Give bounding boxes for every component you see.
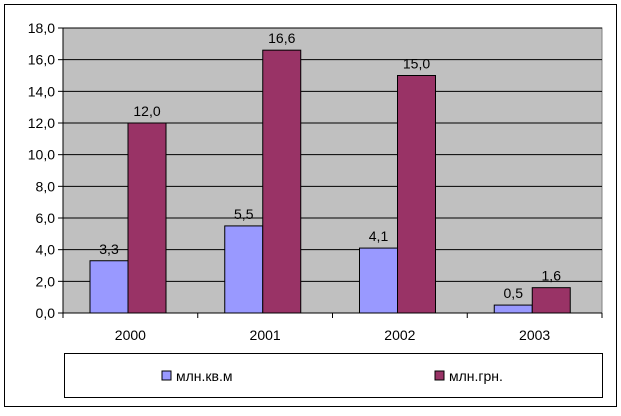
legend-label: млн.грн. (449, 368, 503, 384)
bar-data-label: 16,6 (268, 30, 295, 46)
legend-swatch (434, 370, 445, 381)
x-tick-label: 2002 (384, 327, 415, 343)
bar-data-label: 3,3 (99, 241, 119, 257)
bar-data-label: 15,0 (403, 56, 430, 72)
x-tick-label: 2001 (250, 327, 281, 343)
x-tick-label: 2003 (519, 327, 550, 343)
y-tick-label: 16,0 (28, 52, 55, 68)
bar-sq-m (89, 260, 129, 314)
bar-uah (262, 49, 302, 314)
bar-uah (397, 75, 436, 314)
y-tick-label: 12,0 (28, 115, 55, 131)
legend: млн.кв.м млн.грн. (161, 368, 503, 384)
y-tick-label: 0,0 (36, 305, 56, 321)
bar-sq-m (493, 304, 533, 314)
axis-ticks (58, 27, 603, 318)
y-tick-label: 2,0 (36, 273, 56, 289)
bar-data-label: 0,5 (504, 285, 524, 301)
y-tick-label: 6,0 (36, 210, 56, 226)
bar-data-labels: 3,3 12,0 5,5 16,6 4,1 15,0 0,5 1,6 (99, 30, 561, 301)
bar-uah (127, 122, 167, 314)
bar-data-label: 12,0 (133, 103, 160, 119)
y-axis-tick-labels: 0,0 2,0 4,0 6,0 8,0 10,0 12,0 14,0 16,0 18,0 (28, 20, 55, 321)
x-tick-label: 2000 (115, 327, 146, 343)
legend-swatch (161, 370, 172, 381)
bar-sq-m (359, 247, 398, 314)
legend-label: млн.кв.м (176, 368, 233, 384)
bar-uah (531, 287, 571, 314)
y-tick-label: 10,0 (28, 147, 55, 163)
bar-data-label: 5,5 (234, 206, 254, 222)
y-tick-label: 4,0 (36, 242, 56, 258)
bar-data-label: 4,1 (369, 228, 389, 244)
y-tick-label: 8,0 (36, 178, 56, 194)
y-tick-label: 14,0 (28, 83, 55, 99)
legend-box (64, 353, 603, 398)
y-tick-label: 18,0 (28, 20, 55, 36)
bar-sq-m (224, 225, 264, 314)
bar-data-label: 1,6 (542, 268, 562, 284)
x-axis-tick-labels: 2000 2001 2002 2003 (115, 327, 551, 343)
